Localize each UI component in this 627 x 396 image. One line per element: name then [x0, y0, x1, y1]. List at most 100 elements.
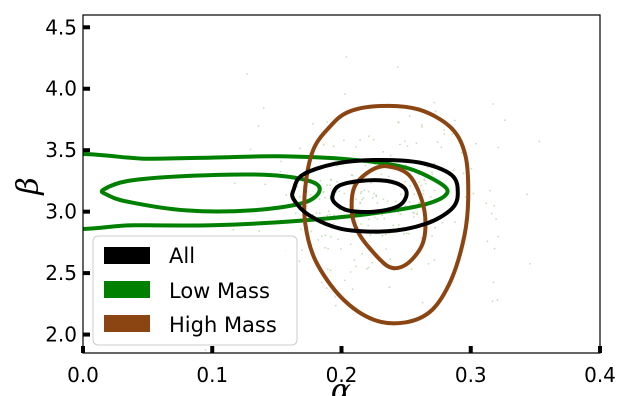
scatter-point	[492, 103, 494, 105]
scatter-point	[351, 288, 354, 291]
scatter-point	[355, 146, 357, 148]
scatter-point	[454, 221, 456, 224]
legend-label-high-mass: High Mass	[169, 313, 277, 337]
scatter-point	[397, 224, 400, 226]
scatter-point	[334, 304, 337, 307]
scatter-point	[246, 73, 249, 75]
scatter-point	[397, 212, 400, 214]
scatter-point	[385, 233, 387, 236]
scatter-point	[454, 119, 456, 122]
scatter-point	[434, 226, 437, 229]
scatter-point	[366, 268, 368, 270]
scatter-point	[421, 301, 424, 304]
scatter-point	[300, 228, 302, 231]
scatter-point	[420, 237, 423, 239]
x-tick-label: 0.4	[584, 363, 616, 387]
scatter-point	[392, 224, 395, 227]
scatter-point	[492, 281, 495, 284]
scatter-point	[426, 166, 429, 168]
scatter-point	[258, 230, 261, 233]
scatter-point	[462, 172, 465, 175]
scatter-point	[322, 191, 325, 194]
scatter-point	[369, 234, 372, 237]
scatter-point	[396, 66, 399, 68]
scatter-point	[376, 202, 379, 204]
scatter-point	[493, 247, 496, 250]
scatter-point	[322, 143, 325, 146]
scatter-point	[475, 142, 477, 145]
scatter-point	[318, 198, 321, 200]
y-tick-label: 4.5	[45, 15, 77, 39]
scatter-point	[315, 212, 318, 215]
scatter-point	[319, 179, 322, 182]
scatter-point	[486, 240, 489, 243]
scatter-point	[404, 140, 406, 143]
scatter-point	[361, 252, 363, 255]
scatter-point	[485, 202, 488, 205]
contour-low-mass-outer	[83, 152, 450, 232]
scatter-point	[497, 146, 500, 149]
scatter-point	[318, 212, 321, 215]
scatter-point	[336, 180, 338, 183]
scatter-point	[431, 235, 433, 238]
scatter-point	[394, 200, 397, 203]
scatter-point	[326, 184, 328, 187]
scatter-point	[526, 193, 528, 196]
scatter-point	[359, 202, 362, 205]
scatter-point	[400, 193, 402, 196]
scatter-point	[329, 184, 332, 187]
scatter-point	[257, 125, 260, 127]
scatter-point	[470, 167, 473, 170]
x-tick-label: 0.3	[455, 363, 487, 387]
scatter-point	[344, 93, 346, 95]
legend: All Low Mass High Mass	[92, 235, 298, 346]
scatter-point	[232, 228, 235, 231]
scatter-point	[324, 246, 326, 249]
scatter-point	[324, 196, 326, 199]
scatter-point	[364, 164, 367, 167]
scatter-point	[298, 196, 301, 198]
scatter-point	[325, 287, 328, 289]
scatter-point	[472, 192, 475, 195]
scatter-point	[433, 101, 436, 104]
scatter-point	[387, 175, 390, 178]
contour-all-inner	[330, 178, 409, 214]
scatter-point	[359, 192, 362, 195]
scatter-point	[233, 182, 236, 185]
scatter-point	[443, 133, 446, 136]
scatter-point	[399, 143, 401, 146]
scatter-point	[421, 124, 423, 126]
scatter-point	[380, 173, 383, 175]
scatter-point	[362, 197, 365, 199]
scatter-point	[375, 194, 377, 197]
scatter-point	[376, 218, 379, 220]
scatter-point	[427, 263, 430, 265]
scatter-point	[452, 169, 455, 172]
scatter-point	[311, 122, 314, 125]
scatter-point	[404, 205, 407, 207]
scatter-point	[360, 223, 363, 225]
scatter-point	[351, 183, 354, 186]
scatter-point	[441, 221, 444, 224]
scatter-point	[301, 249, 303, 252]
scatter-point	[327, 210, 330, 213]
scatter-point	[329, 269, 332, 272]
scatter-point	[409, 185, 412, 187]
scatter-point	[413, 216, 415, 218]
scatter-point	[349, 243, 352, 246]
scatter-point	[326, 268, 329, 270]
scatter-point	[405, 232, 408, 235]
scatter-point	[403, 233, 405, 235]
scatter-point	[491, 300, 494, 303]
scatter-point	[408, 115, 411, 118]
scatter-point	[416, 212, 419, 215]
scatter-point	[279, 170, 282, 173]
scatter-point	[389, 258, 392, 261]
scatter-point	[324, 234, 327, 237]
scatter-point	[329, 236, 332, 238]
scatter-point	[388, 286, 391, 289]
scatter-point	[326, 214, 329, 217]
scatter-point	[490, 212, 493, 215]
